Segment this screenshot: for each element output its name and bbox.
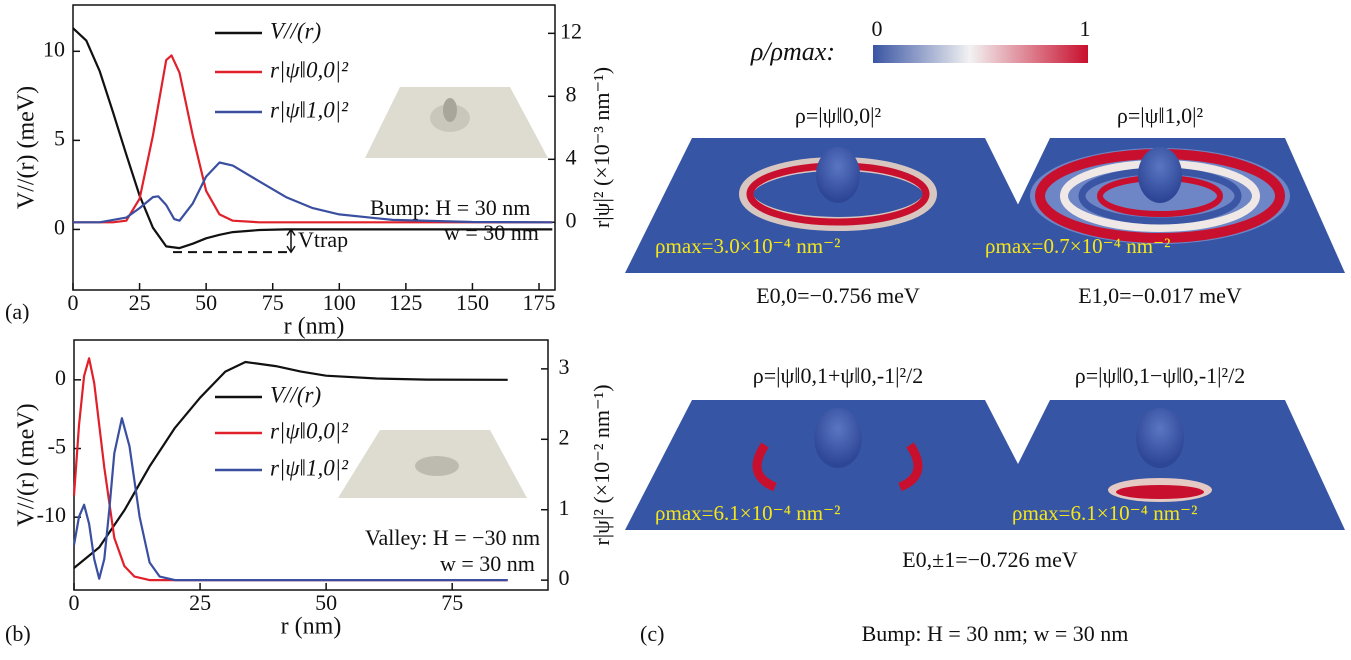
x-tick-label: 0 [69, 590, 80, 615]
inset-surface [338, 87, 548, 498]
x-tick-label: 125 [389, 290, 422, 315]
x-tick-label: 150 [456, 290, 489, 315]
panel-label: (c) [640, 621, 664, 646]
annotation: w = 30 nm [444, 220, 539, 245]
colorbar-min: 0 [872, 16, 883, 41]
y-tick-label: 10 [43, 36, 65, 61]
data-line [72, 357, 508, 582]
y-tick-label: -10 [37, 502, 66, 527]
x-axis-label: r (nm) [281, 614, 342, 640]
x-axis-label: r (nm) [284, 314, 345, 340]
y2-tick-label: 4 [566, 144, 577, 169]
x-tick-label: 50 [195, 290, 217, 315]
y2-axis-label: r|ψ|² (×10⁻³ nm⁻¹) [589, 67, 614, 228]
x-tick-label: 75 [441, 590, 463, 615]
x-tick-label: 100 [323, 290, 356, 315]
x-tick-label: 175 [523, 290, 556, 315]
x-tick-label: 25 [189, 590, 211, 615]
energy: E0,0=−0.756 meV [756, 283, 920, 308]
annotation: Valley: H = −30 nm [365, 525, 540, 550]
x-tick-label: 50 [315, 590, 337, 615]
x-tick-label: 25 [129, 290, 151, 315]
y-axis-label: V//(r) (meV) [14, 403, 40, 526]
data-line [73, 161, 553, 224]
x-tick-label: 0 [68, 290, 79, 315]
y2-tick-label: 2 [559, 424, 570, 449]
panel-label: (a) [5, 299, 29, 324]
y2-tick-label: 8 [566, 81, 577, 106]
annotation: w = 30 nm [440, 551, 535, 576]
legend-label: r|ψ‖1,0|² [270, 97, 349, 122]
rho-max: ρmax=6.1×10⁻⁴ nm⁻² [655, 501, 840, 525]
annotation: Vtrap [298, 227, 348, 252]
colorbar-max: 1 [1080, 16, 1091, 41]
energy: E0,±1=−0.726 meV [902, 547, 1078, 572]
colorbar-label: ρ/ρmax: [750, 37, 835, 66]
y2-tick-label: 0 [559, 565, 570, 590]
plot-title: ρ=|ψ‖0,1−ψ‖0,-1|²/2 [1075, 363, 1246, 388]
plot-frame [73, 339, 549, 591]
data-line [72, 417, 508, 582]
y-tick-label: 0 [54, 214, 65, 239]
data-line [73, 360, 508, 569]
plot-title: ρ=|ψ‖1,0|² [1117, 103, 1204, 128]
legend-label: r|ψ‖0,0|² [270, 418, 349, 443]
arrow-head [286, 228, 296, 254]
rho-max: ρmax=6.1×10⁻⁴ nm⁻² [1012, 501, 1197, 525]
legend-label: r|ψ‖0,0|² [270, 57, 349, 82]
y2-tick-label: 0 [566, 207, 577, 232]
y2-tick-label: 1 [559, 495, 570, 520]
y-tick-label: -5 [48, 434, 66, 459]
rho-max: ρmax=3.0×10⁻⁴ nm⁻² [655, 234, 840, 258]
plot-title: ρ=|ψ‖0,0|² [795, 103, 882, 128]
annotation: Bump: H = 30 nm [370, 195, 530, 220]
panel-label: (b) [5, 621, 31, 646]
y2-tick-label: 3 [559, 354, 570, 379]
y2-axis-label: r|ψ|² (×10⁻² nm⁻¹) [589, 384, 614, 545]
y-tick-label: 0 [55, 365, 66, 390]
x-tick-label: 75 [262, 290, 284, 315]
legend-label: r|ψ‖1,0|² [270, 455, 349, 480]
colorbar [873, 45, 1088, 63]
plot-frame [72, 4, 556, 291]
y2-tick-label: 12 [560, 18, 582, 43]
legend-label: V//(r) [270, 382, 321, 407]
caption: Bump: H = 30 nm; w = 30 nm [862, 621, 1129, 646]
plot-title: ρ=|ψ‖0,1+ψ‖0,-1|²/2 [753, 363, 924, 388]
density-surfaces [625, 138, 1345, 530]
data-line [72, 27, 553, 250]
y-axis-label: V//(r) (meV) [14, 86, 40, 209]
energy: E1,0=−0.017 meV [1078, 283, 1242, 308]
rho-max: ρmax=0.7×10⁻⁴ nm⁻² [985, 234, 1170, 258]
y-tick-label: 5 [54, 125, 65, 150]
legend-label: V//(r) [270, 18, 321, 43]
